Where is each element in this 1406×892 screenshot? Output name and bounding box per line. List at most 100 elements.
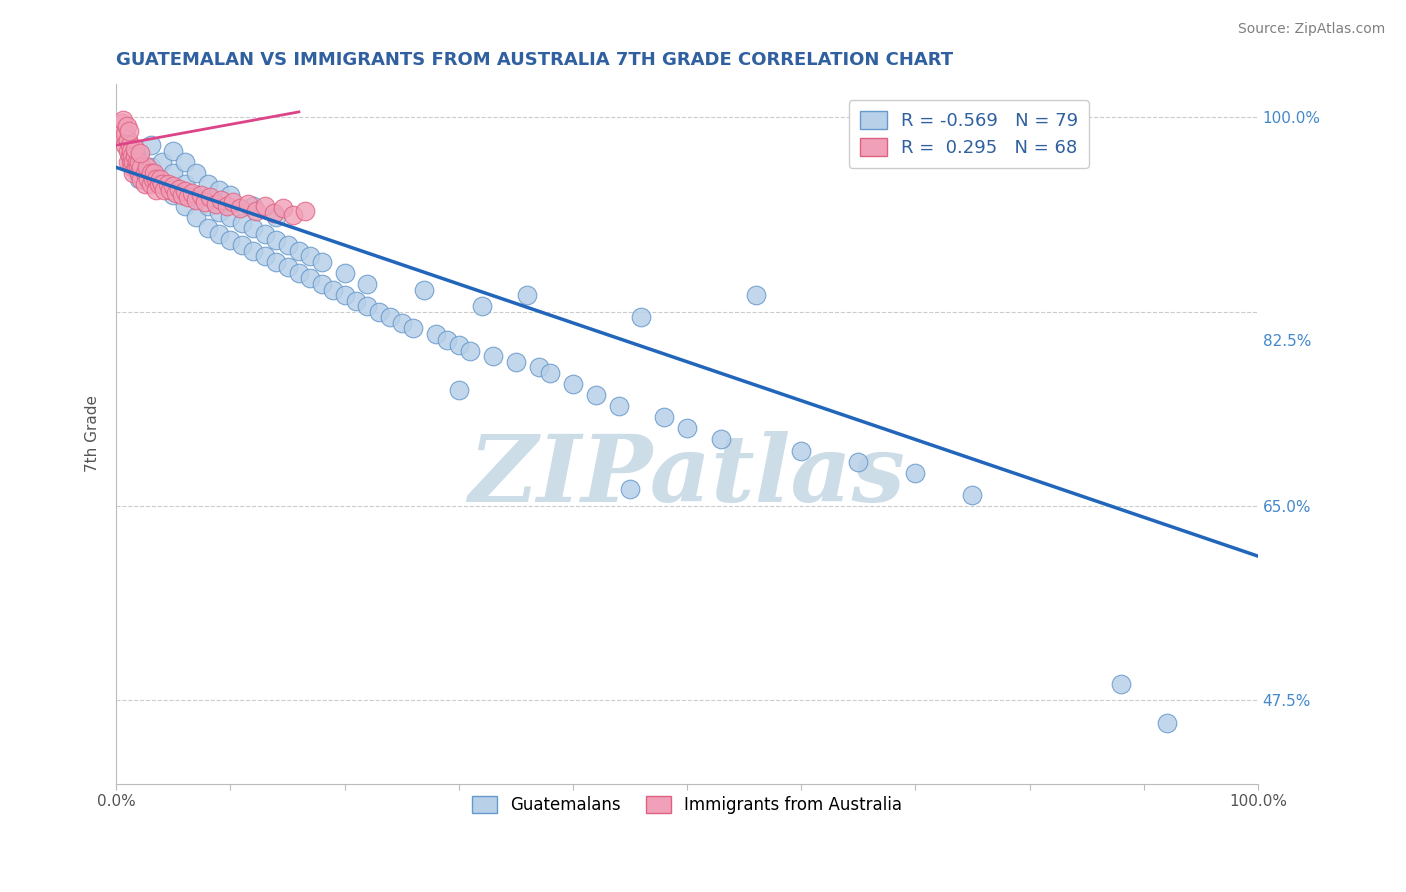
- Point: [271, 202, 294, 216]
- Point: [128, 166, 150, 180]
- Point: [121, 161, 143, 175]
- Point: [208, 183, 231, 197]
- Point: [744, 288, 766, 302]
- Point: [356, 277, 378, 291]
- Point: [311, 255, 333, 269]
- Point: [219, 233, 242, 247]
- Point: [117, 144, 139, 158]
- Point: [162, 188, 184, 202]
- Point: [447, 383, 470, 397]
- Point: [710, 433, 733, 447]
- Point: [150, 154, 173, 169]
- Point: [356, 299, 378, 313]
- Point: [962, 488, 984, 502]
- Point: [173, 177, 195, 191]
- Point: [402, 321, 425, 335]
- Point: [253, 227, 276, 241]
- Point: [299, 271, 322, 285]
- Point: [219, 188, 242, 202]
- Point: [111, 116, 134, 130]
- Point: [458, 343, 481, 358]
- Point: [194, 194, 217, 209]
- Point: [245, 203, 267, 218]
- Point: [904, 466, 927, 480]
- Point: [197, 177, 219, 191]
- Point: [607, 399, 630, 413]
- Point: [148, 177, 170, 191]
- Point: [150, 177, 173, 191]
- Point: [283, 208, 305, 222]
- Point: [505, 355, 527, 369]
- Point: [127, 161, 149, 175]
- Legend: Guatemalans, Immigrants from Australia: Guatemalans, Immigrants from Australia: [463, 786, 912, 824]
- Point: [367, 305, 389, 319]
- Point: [134, 177, 156, 191]
- Point: [139, 166, 162, 180]
- Point: [215, 199, 238, 213]
- Point: [173, 199, 195, 213]
- Point: [165, 186, 187, 200]
- Point: [114, 138, 136, 153]
- Point: [125, 154, 148, 169]
- Point: [122, 166, 145, 180]
- Point: [142, 171, 165, 186]
- Point: [177, 190, 200, 204]
- Text: GUATEMALAN VS IMMIGRANTS FROM AUSTRALIA 7TH GRADE CORRELATION CHART: GUATEMALAN VS IMMIGRANTS FROM AUSTRALIA …: [117, 51, 953, 69]
- Point: [197, 221, 219, 235]
- Point: [380, 310, 402, 325]
- Point: [242, 244, 264, 258]
- Point: [1156, 715, 1178, 730]
- Point: [222, 194, 245, 209]
- Point: [114, 127, 136, 141]
- Point: [153, 183, 176, 197]
- Point: [128, 154, 150, 169]
- Point: [253, 249, 276, 263]
- Point: [447, 338, 470, 352]
- Point: [173, 154, 195, 169]
- Point: [139, 177, 162, 191]
- Point: [322, 283, 344, 297]
- Point: [219, 211, 242, 225]
- Point: [156, 177, 179, 191]
- Point: [139, 138, 162, 153]
- Point: [186, 166, 208, 180]
- Point: [134, 166, 156, 180]
- Point: [482, 349, 505, 363]
- Point: [208, 204, 231, 219]
- Point: [128, 149, 150, 163]
- Point: [391, 316, 413, 330]
- Point: [150, 177, 173, 191]
- Point: [186, 211, 208, 225]
- Point: [1109, 677, 1132, 691]
- Point: [162, 179, 184, 194]
- Point: [242, 221, 264, 235]
- Point: [120, 154, 142, 169]
- Point: [145, 171, 167, 186]
- Point: [790, 443, 813, 458]
- Point: [209, 193, 232, 207]
- Point: [122, 154, 145, 169]
- Point: [159, 183, 181, 197]
- Point: [846, 455, 869, 469]
- Point: [333, 266, 356, 280]
- Point: [180, 186, 202, 200]
- Y-axis label: 7th Grade: 7th Grade: [86, 395, 100, 473]
- Point: [538, 366, 561, 380]
- Point: [131, 171, 153, 186]
- Point: [197, 199, 219, 213]
- Point: [228, 202, 250, 216]
- Point: [172, 188, 194, 202]
- Point: [413, 283, 436, 297]
- Point: [124, 149, 146, 163]
- Point: [204, 197, 226, 211]
- Point: [118, 124, 141, 138]
- Point: [198, 190, 221, 204]
- Point: [471, 299, 494, 313]
- Point: [128, 171, 150, 186]
- Point: [121, 149, 143, 163]
- Point: [263, 206, 285, 220]
- Point: [288, 266, 311, 280]
- Point: [136, 171, 159, 186]
- Point: [118, 138, 141, 153]
- Point: [311, 277, 333, 291]
